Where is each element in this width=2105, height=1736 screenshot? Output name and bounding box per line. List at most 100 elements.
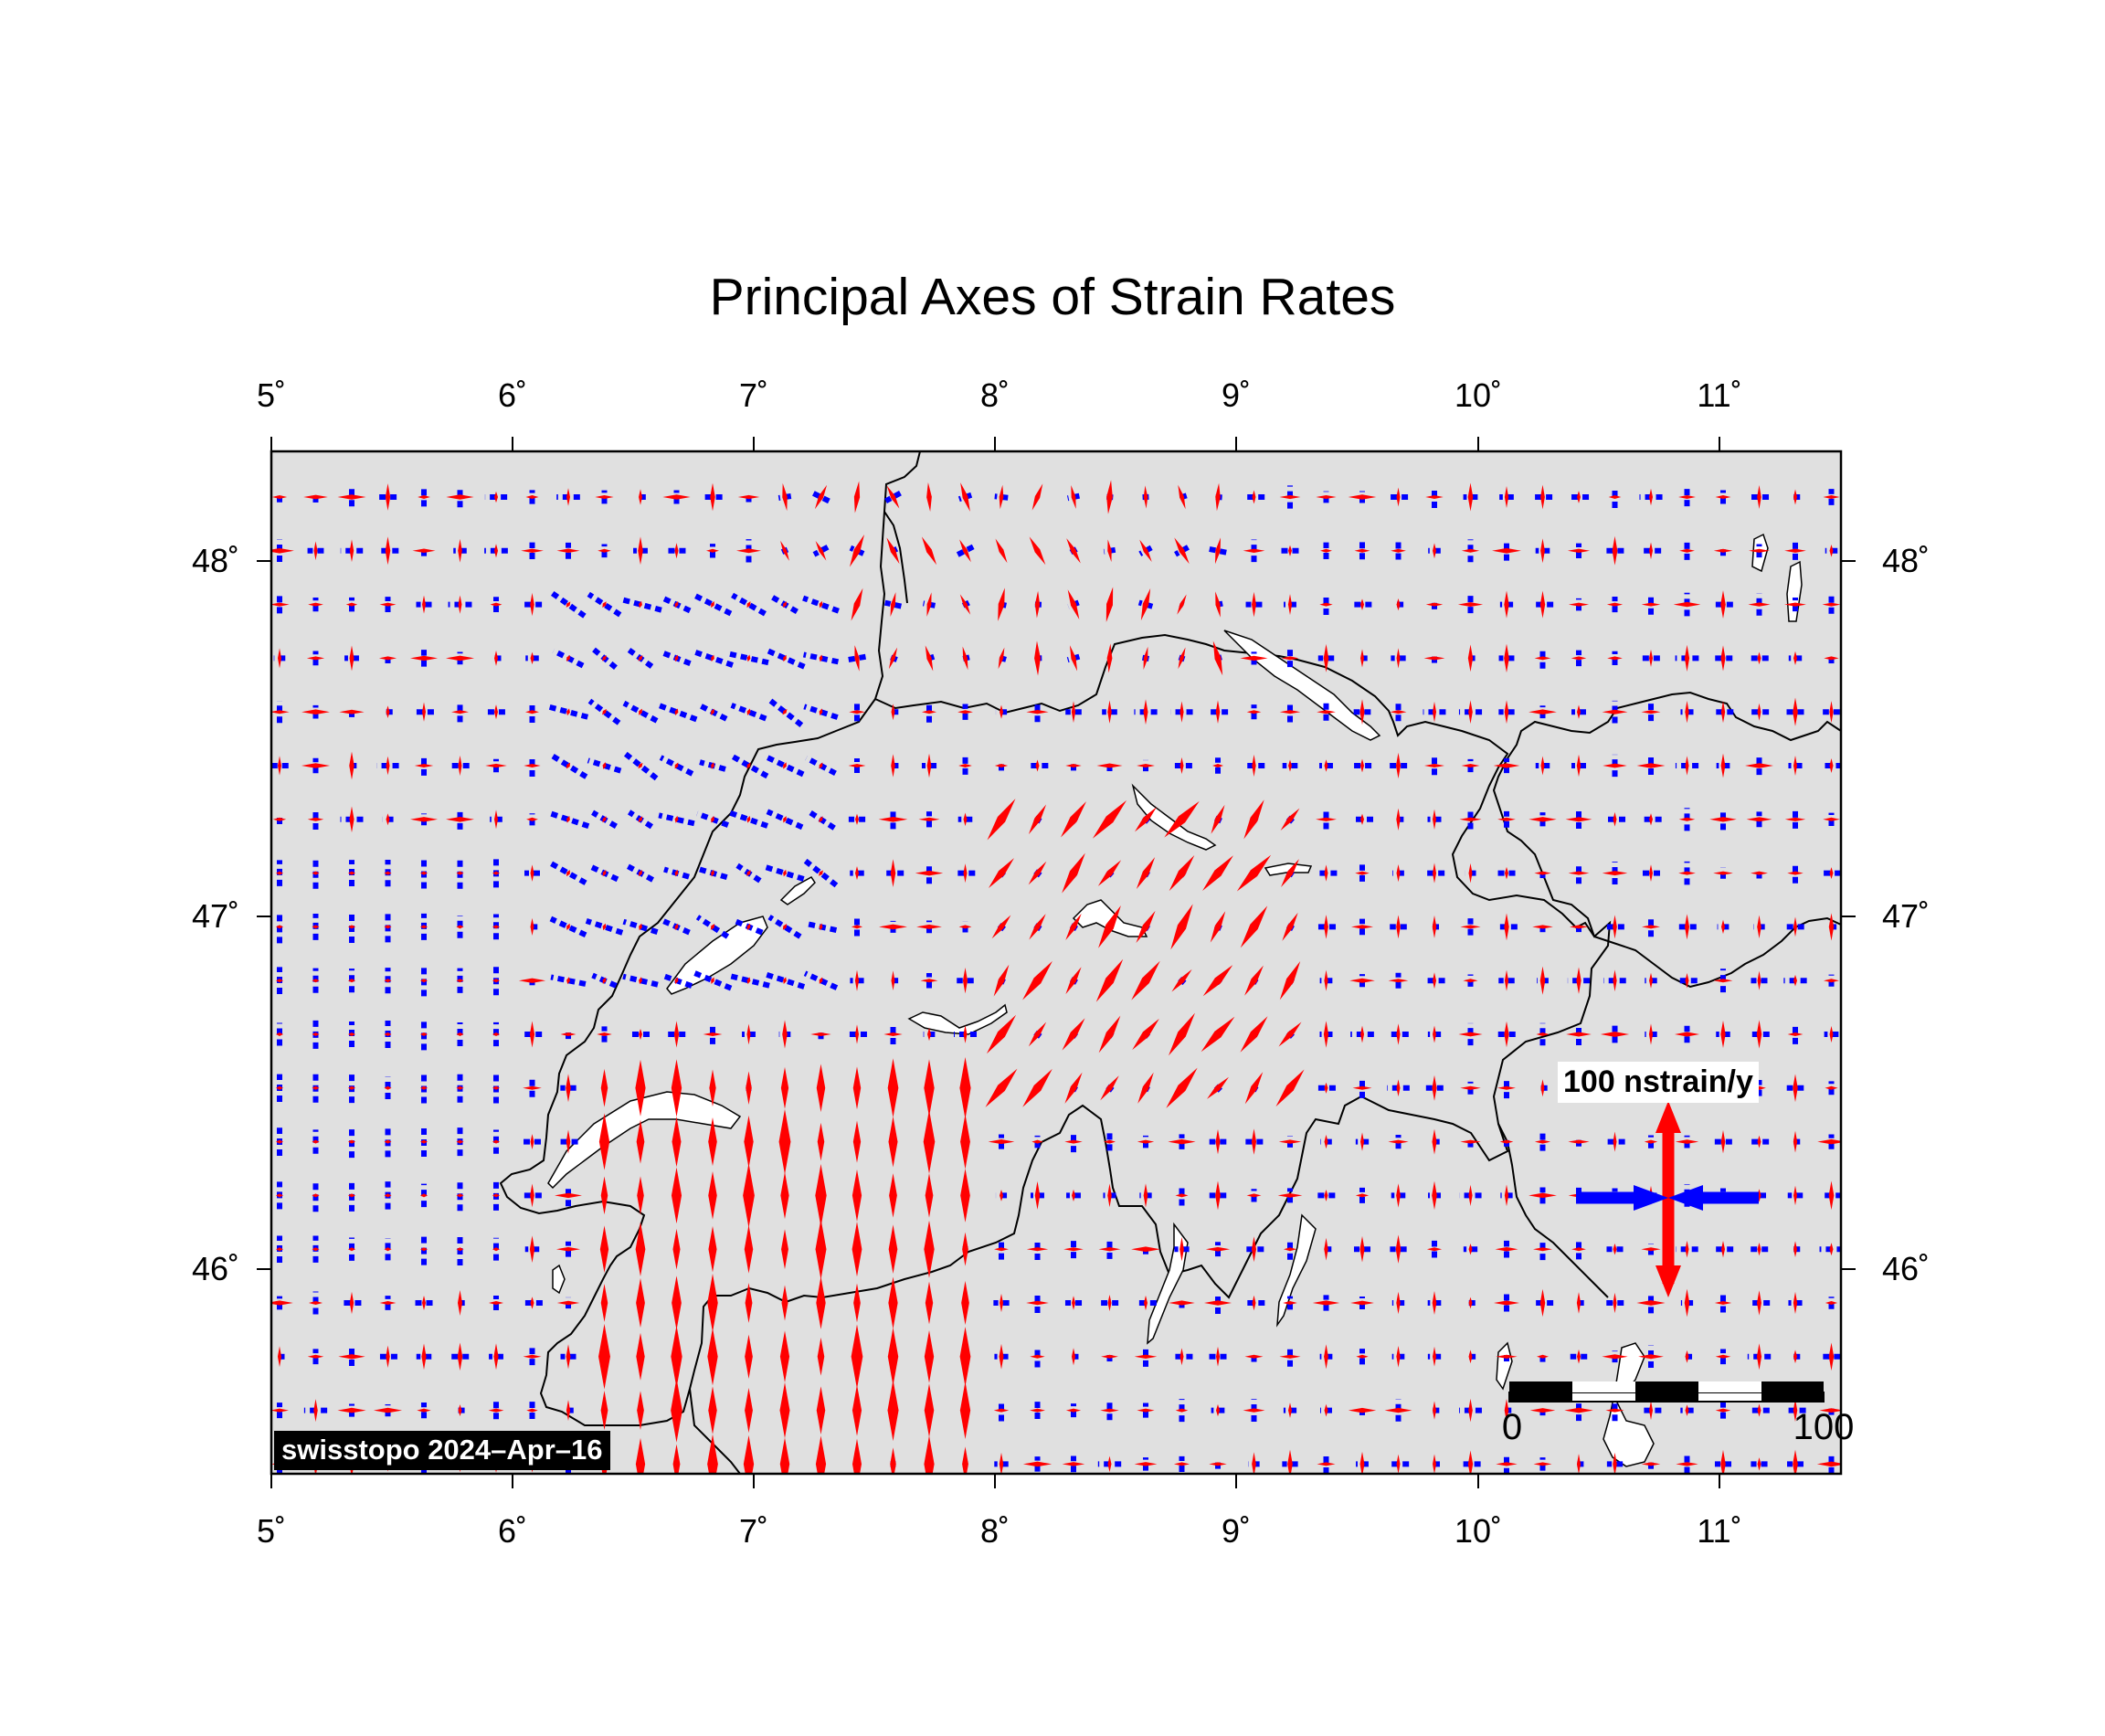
strain-glyph bbox=[1535, 538, 1550, 564]
strain-glyph bbox=[1104, 1132, 1116, 1151]
strain-glyph bbox=[1062, 1455, 1085, 1473]
strain-glyph bbox=[1428, 1180, 1441, 1211]
strain-glyph bbox=[307, 541, 324, 561]
strain-glyph bbox=[1496, 1454, 1518, 1474]
strain-glyph bbox=[693, 970, 733, 991]
strain-glyph bbox=[1246, 1189, 1262, 1202]
strain-glyph bbox=[1174, 537, 1190, 565]
strain-glyph bbox=[524, 1235, 540, 1264]
strain-glyph bbox=[887, 704, 899, 721]
strain-glyph bbox=[1245, 591, 1263, 618]
strain-glyph bbox=[348, 1073, 355, 1104]
strain-glyph bbox=[1031, 1180, 1044, 1210]
strain-glyph bbox=[599, 1488, 610, 1548]
strain-glyph bbox=[1316, 810, 1337, 830]
strain-glyph bbox=[994, 1238, 1009, 1260]
strain-glyph bbox=[1243, 1295, 1265, 1311]
strain-glyph bbox=[924, 1330, 935, 1383]
strain-glyph bbox=[1065, 760, 1082, 771]
strain-glyph bbox=[1790, 489, 1801, 505]
strain-glyph bbox=[1350, 1296, 1374, 1310]
strain-glyph bbox=[456, 1127, 464, 1157]
strain-glyph bbox=[1065, 1403, 1082, 1418]
strain-glyph bbox=[1568, 862, 1590, 884]
strain-glyph bbox=[1784, 1399, 1806, 1423]
strain-glyph bbox=[743, 1434, 755, 1474]
strain-glyph bbox=[1170, 701, 1193, 723]
strain-glyph bbox=[779, 1382, 790, 1439]
strain-glyph bbox=[1169, 1297, 1195, 1308]
strain-glyph bbox=[1459, 1398, 1482, 1423]
strain-glyph bbox=[887, 1328, 899, 1386]
strain-glyph bbox=[276, 1022, 283, 1046]
strain-glyph bbox=[1605, 915, 1624, 939]
strain-glyph bbox=[879, 920, 907, 933]
strain-glyph bbox=[1213, 482, 1222, 512]
lake-iseo bbox=[1496, 1341, 1513, 1391]
strain-glyph bbox=[1569, 921, 1589, 933]
strain-glyph bbox=[635, 1222, 646, 1277]
strain-glyph bbox=[672, 1228, 681, 1270]
strain-glyph bbox=[1171, 757, 1192, 775]
strain-glyph bbox=[1105, 587, 1114, 622]
strain-glyph bbox=[661, 650, 692, 667]
strain-glyph bbox=[1604, 1131, 1625, 1152]
strain-glyph bbox=[730, 703, 767, 722]
strain-glyph bbox=[1534, 868, 1551, 879]
strain-glyph bbox=[1422, 1509, 1447, 1527]
strain-glyph bbox=[1164, 800, 1200, 838]
strain-glyph bbox=[1097, 860, 1122, 886]
strain-glyph bbox=[1170, 904, 1193, 950]
strain-glyph bbox=[1236, 854, 1272, 892]
strain-glyph bbox=[1169, 855, 1195, 892]
strain-glyph bbox=[598, 1323, 610, 1390]
strain-glyph bbox=[805, 755, 837, 777]
strain-glyph bbox=[1748, 593, 1771, 616]
strain-glyph bbox=[1064, 1296, 1083, 1310]
strain-glyph bbox=[1636, 1292, 1666, 1314]
lake-walensee bbox=[1264, 863, 1313, 876]
strain-glyph bbox=[1026, 702, 1049, 723]
strain-glyph bbox=[1429, 915, 1440, 938]
strain-glyph bbox=[1642, 916, 1660, 937]
strain-glyph bbox=[1132, 1018, 1159, 1051]
strain-glyph bbox=[1825, 1081, 1838, 1096]
strain-glyph bbox=[1030, 1402, 1045, 1420]
strain-glyph bbox=[308, 597, 323, 612]
strain-glyph bbox=[1531, 590, 1554, 619]
strain-glyph bbox=[591, 646, 618, 670]
strain-glyph bbox=[735, 539, 762, 563]
strain-glyph bbox=[955, 863, 976, 884]
strain-glyph bbox=[1100, 1504, 1119, 1531]
strain-glyph bbox=[556, 1297, 580, 1309]
strain-glyph bbox=[1319, 759, 1333, 772]
lat-tick-label-right: 46˚ bbox=[1882, 1250, 1930, 1287]
strain-glyph bbox=[777, 482, 792, 512]
scale-bar-end-label: 100 bbox=[1793, 1407, 1855, 1447]
strain-glyph bbox=[546, 810, 590, 830]
strain-glyph bbox=[600, 1176, 608, 1215]
strain-glyph bbox=[1103, 1183, 1116, 1208]
strain-glyph bbox=[1783, 974, 1807, 987]
strain-glyph bbox=[1788, 756, 1803, 776]
strain-glyph bbox=[276, 860, 283, 886]
strain-glyph bbox=[817, 1337, 825, 1376]
strain-glyph bbox=[378, 652, 397, 663]
strain-glyph bbox=[380, 1512, 396, 1524]
strain-glyph bbox=[1825, 913, 1837, 941]
strain-glyph bbox=[455, 1289, 465, 1317]
strain-glyph bbox=[415, 1295, 433, 1311]
strain-glyph bbox=[1529, 1405, 1556, 1416]
strain-glyph bbox=[781, 1285, 788, 1321]
strain-glyph bbox=[1031, 483, 1043, 511]
strain-glyph bbox=[488, 1401, 504, 1420]
strain-glyph bbox=[671, 1378, 682, 1443]
strain-glyph bbox=[271, 756, 289, 776]
strain-glyph bbox=[1602, 700, 1628, 724]
strain-glyph bbox=[1567, 967, 1591, 994]
strain-glyph bbox=[348, 969, 355, 993]
strain-glyph bbox=[815, 1219, 827, 1280]
strain-glyph bbox=[1570, 1349, 1588, 1364]
strain-glyph bbox=[450, 755, 470, 777]
strain-glyph bbox=[555, 1241, 581, 1257]
